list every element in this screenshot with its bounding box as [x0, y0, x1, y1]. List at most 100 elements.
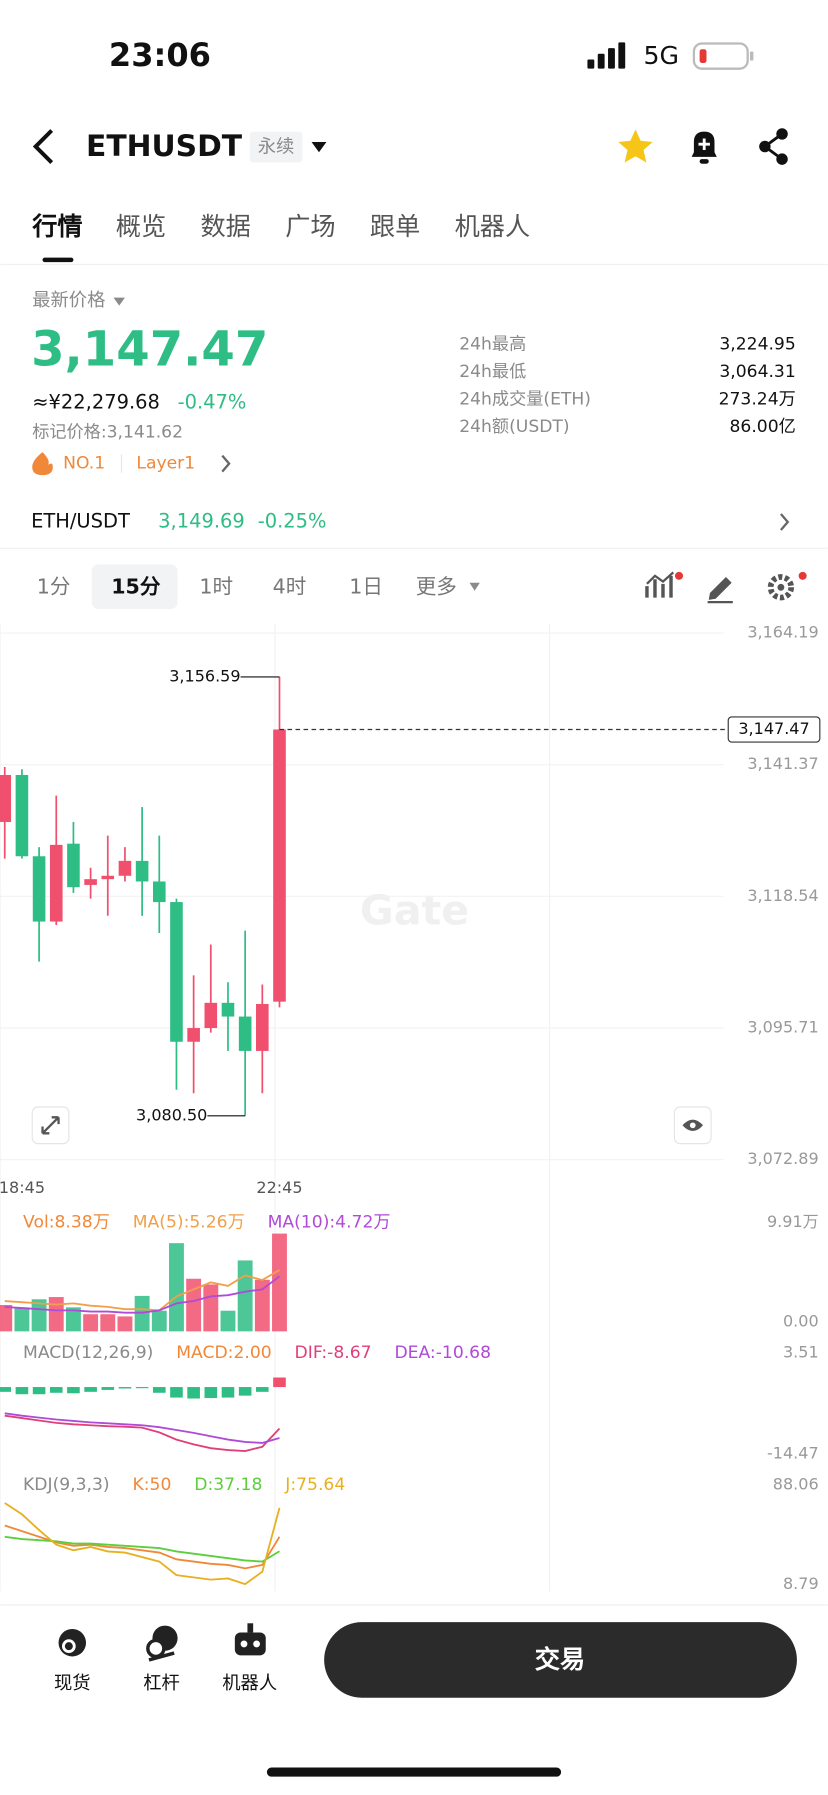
- legend-entry: K:50: [133, 1475, 172, 1495]
- candle-body: [204, 1002, 218, 1029]
- last-price-label: 3,147.47: [738, 719, 809, 738]
- macd-bar: [187, 1387, 200, 1399]
- y-tick-label: 3,141.37: [747, 754, 818, 773]
- watermark: Gate: [360, 887, 469, 935]
- margin-nav-icon[interactable]: [146, 1625, 178, 1662]
- indicator-button[interactable]: [645, 571, 684, 598]
- trade-button[interactable]: [324, 1622, 797, 1698]
- candle-body: [49, 844, 63, 922]
- more-dropdown[interactable]: [469, 582, 480, 591]
- settings-button[interactable]: [767, 571, 807, 601]
- x-tick-label: 22:45: [256, 1178, 302, 1197]
- stat-value: 3,224.95: [719, 335, 795, 355]
- macd-bar: [273, 1377, 286, 1388]
- volume-bar: [237, 1260, 253, 1332]
- y-tick-label: 8.79: [783, 1574, 819, 1593]
- signal-icon: [587, 42, 626, 69]
- rank-tag[interactable]: NO.1: [63, 454, 105, 474]
- legend-entry: MACD(12,26,9): [23, 1343, 153, 1363]
- alert-button[interactable]: [691, 131, 717, 164]
- macd-bar: [101, 1387, 115, 1390]
- stats: 24h最高 3,224.95 24h最低 3,064.31 24h成交量(ETH) 273…: [459, 335, 796, 437]
- y-tick-label: -14.47: [767, 1443, 819, 1462]
- contract-type: 永续: [258, 137, 295, 158]
- candle-body: [15, 775, 29, 857]
- spot-nav-icon[interactable]: [58, 1629, 87, 1657]
- interval[interactable]: 1日: [349, 574, 383, 598]
- volume-bar: [65, 1307, 81, 1332]
- expand-button[interactable]: [31, 1106, 70, 1145]
- candle-body: [152, 881, 166, 903]
- stat-value: 273.24万: [719, 390, 796, 410]
- nav-label[interactable]: 机器人: [222, 1673, 277, 1694]
- y-tick-label: 3,164.19: [747, 623, 818, 642]
- candle-body: [221, 1002, 235, 1017]
- interval-selected: [91, 564, 178, 610]
- x-tick-label: 18:45: [0, 1178, 45, 1197]
- indicator-line: [4, 1275, 281, 1314]
- volume-bar: [254, 1279, 270, 1332]
- visibility-button[interactable]: [673, 1106, 712, 1145]
- tab[interactable]: 行情: [31, 212, 82, 241]
- battery-icon: [692, 42, 754, 70]
- interval[interactable]: 1时: [199, 574, 233, 598]
- legend-entry: KDJ(9,3,3): [23, 1475, 110, 1495]
- tab[interactable]: 广场: [285, 212, 335, 241]
- legend-entry: DIF:-8.67: [295, 1343, 372, 1363]
- hot-icon: [32, 452, 53, 476]
- indicator-line: [4, 1414, 281, 1452]
- tab[interactable]: 概览: [116, 212, 166, 241]
- legend-entry: MA(10):4.72万: [268, 1213, 391, 1233]
- stat-label: 24h成交量(ETH): [459, 390, 591, 410]
- nav-label[interactable]: 杠杆: [143, 1673, 180, 1694]
- spot-pair[interactable]: ETH/USDT: [31, 510, 130, 533]
- share-button[interactable]: [759, 128, 788, 165]
- symbol-dropdown[interactable]: [311, 141, 327, 153]
- high-label: 3,156.59: [169, 666, 240, 685]
- price-dropdown[interactable]: [113, 297, 125, 306]
- tab-indicator: [42, 257, 74, 263]
- macd-bar: [32, 1387, 46, 1395]
- volume-bar: [14, 1307, 30, 1332]
- contract-badge: [249, 131, 303, 163]
- macd-bar: [49, 1387, 63, 1393]
- interval[interactable]: 1分: [37, 574, 71, 598]
- y-tick-label: 88.06: [773, 1474, 819, 1493]
- back-button[interactable]: [32, 129, 54, 164]
- interval[interactable]: 更多: [416, 574, 457, 598]
- sector-tag[interactable]: Layer1: [136, 454, 195, 474]
- volume-bar: [186, 1278, 202, 1332]
- price-change: -0.47%: [178, 390, 247, 413]
- candle-body: [238, 1016, 252, 1051]
- y-tick-label: 0.00: [783, 1312, 819, 1331]
- macd-bar: [135, 1387, 149, 1389]
- tab[interactable]: 数据: [201, 212, 251, 241]
- nav-label[interactable]: 现货: [54, 1673, 91, 1694]
- spot-change: -0.25%: [258, 510, 327, 533]
- tab[interactable]: 机器人: [455, 212, 531, 241]
- legend-entry: D:37.18: [194, 1475, 262, 1495]
- bot-nav-icon[interactable]: [234, 1623, 266, 1656]
- candle-body: [118, 860, 132, 876]
- interval[interactable]: 4时: [273, 574, 307, 598]
- candle-body: [0, 775, 12, 822]
- draw-button[interactable]: [707, 576, 733, 604]
- candle-body: [256, 1003, 269, 1051]
- macd-bar: [204, 1387, 218, 1399]
- macd-bar: [84, 1387, 97, 1392]
- volume-bar: [220, 1310, 236, 1332]
- spot-chevron[interactable]: [780, 513, 790, 531]
- legend-entry: MA(5):5.26万: [133, 1213, 245, 1233]
- price-label: 最新价格: [32, 290, 105, 311]
- interval[interactable]: 15分: [111, 574, 161, 598]
- macd-bar: [238, 1387, 252, 1396]
- tab[interactable]: 跟单: [370, 212, 420, 241]
- macd-bar: [67, 1387, 80, 1394]
- cny-price: ≈¥22,279.68: [32, 390, 160, 413]
- y-tick-label: 9.91万: [767, 1212, 819, 1231]
- macd-bar: [256, 1387, 269, 1392]
- tag-chevron[interactable]: [221, 454, 231, 473]
- y-tick-label: 3,118.54: [747, 886, 818, 905]
- volume-bar: [169, 1243, 184, 1332]
- favorite-button[interactable]: [618, 129, 653, 163]
